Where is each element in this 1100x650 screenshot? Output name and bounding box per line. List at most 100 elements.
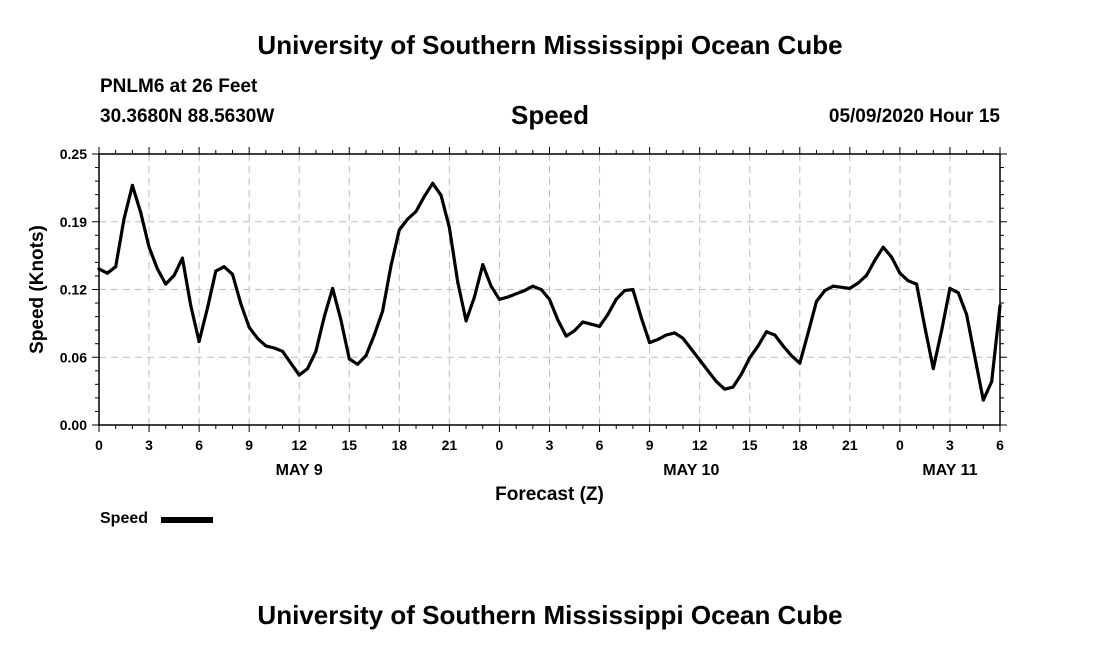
date-label: MAY 10 [663,462,719,479]
data-point [915,282,919,286]
data-point [464,319,468,323]
data-point [764,330,768,334]
data-point [431,181,435,185]
x-tick-label: 9 [646,437,654,453]
date-label: MAY 11 [922,462,977,479]
data-point [865,273,868,277]
x-tick-label: 3 [946,437,954,453]
data-point [556,318,560,322]
data-point [381,309,385,313]
data-point [439,193,443,197]
data-point [155,267,159,271]
data-point [489,284,493,288]
x-tick-label: 21 [842,437,858,453]
data-point [414,210,418,213]
data-point [130,183,134,187]
data-point [981,398,985,402]
data-point [256,336,259,340]
data-point [356,362,360,366]
data-point [122,217,126,221]
data-point [664,333,668,337]
data-point [589,322,593,326]
data-point [231,272,234,276]
y-tick-label: 0.12 [60,282,87,298]
grid [99,154,1000,425]
footer-title: University of Southern Mississippi Ocean… [257,600,843,630]
y-axis-label: Speed (Knots) [27,225,48,354]
x-tick-label: 15 [742,437,758,453]
data-point [548,297,551,301]
data-point [965,312,969,316]
data-point [906,279,910,283]
x-tick-label: 12 [692,437,708,453]
data-point [389,264,393,268]
x-tick-label: 15 [341,437,357,453]
data-point [539,288,543,291]
data-point [105,271,109,275]
data-point [164,282,168,286]
x-tick-label: 6 [996,437,1004,453]
data-point [806,331,810,335]
data-point [756,344,760,348]
axis-ticks [92,147,1007,432]
station-label: PNLM6 at 26 Feet [100,76,258,97]
data-point [222,265,226,269]
data-point [372,333,376,337]
data-point [331,286,335,290]
data-point [297,373,301,377]
data-point [748,356,752,360]
data-point [639,316,643,320]
x-tick-label: 9 [245,437,253,453]
data-point [306,367,310,371]
y-tick-label: 0.25 [60,146,87,162]
data-point [739,372,743,376]
data-point [289,361,293,365]
data-point [773,333,777,337]
x-tick-label: 18 [392,437,408,453]
data-point [422,194,426,198]
data-point [573,329,576,333]
data-point [564,334,568,338]
data-point [789,354,793,358]
coordinates-label: 30.3680N 88.5630W [100,106,275,127]
data-point [523,289,526,293]
data-point [606,312,610,316]
data-point [264,344,268,348]
data-point [472,295,476,299]
data-point [931,367,935,371]
datetime-label: 05/09/2020 Hour 15 [828,106,1000,127]
data-point [598,324,602,328]
data-point [706,369,710,373]
legend-label: Speed [100,510,149,527]
speed-chart: 0 3 6 9 12 15 18 21 0 3 6 9 12 15 18 21 0 3 6 0.00 0.06 0.12 0… [27,146,1007,505]
data-point [815,299,818,303]
data-point [347,357,351,361]
data-point [247,325,251,329]
data-point [698,358,702,362]
data-point [314,349,318,353]
data-point [514,292,518,296]
data-point [856,281,860,285]
data-point [397,228,401,232]
data-point [873,258,877,262]
data-point [180,256,184,260]
x-tick-label: 0 [95,437,103,453]
data-point [206,306,209,310]
data-point [147,245,151,249]
page-title: University of Southern Mississippi Ocean… [257,30,843,60]
data-point [623,289,627,293]
data-point [881,245,885,249]
data-point [406,217,410,221]
data-point [840,285,843,289]
series-layer [97,181,1002,402]
x-tick-label: 12 [291,437,307,453]
data-point [940,329,944,333]
data-point [631,288,635,291]
data-point [139,211,143,214]
data-point [614,297,618,301]
data-point [823,289,827,293]
data-point [581,320,585,324]
data-point [714,380,718,384]
y-tick-label: 0.00 [60,417,87,433]
axis-labels: 0 3 6 9 12 15 18 21 0 3 6 9 12 15 18 21 0 3 6 0.00 0.06 0.12 0… [60,146,1004,479]
